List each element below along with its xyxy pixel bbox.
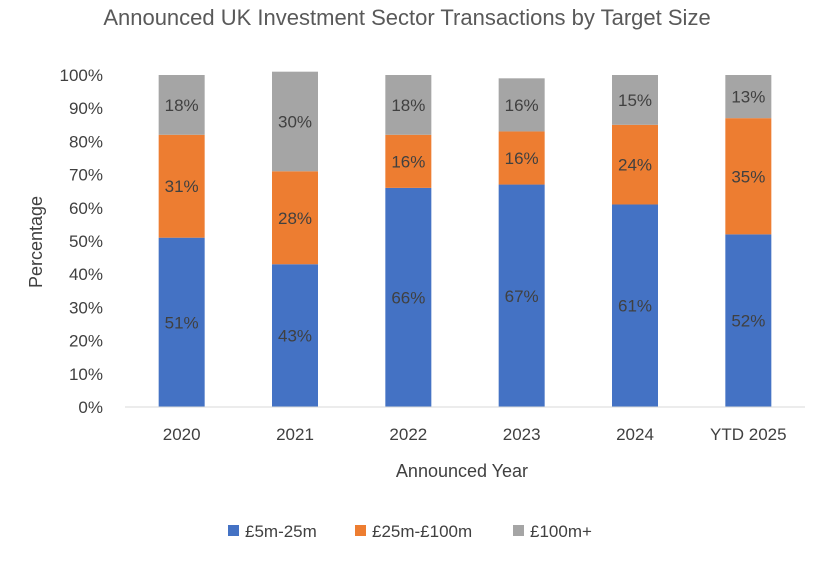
y-axis-title: Percentage xyxy=(26,196,46,288)
bar-segment xyxy=(498,78,545,132)
y-axis-ticks: 0% 10% 20% 30% 40% 50% 60% 70% 80% 90% 100% xyxy=(60,66,103,417)
y-tick-label: 80% xyxy=(69,132,103,151)
bar-segment xyxy=(158,237,205,407)
data-label: 16% xyxy=(505,149,539,168)
data-label: 61% xyxy=(618,297,652,316)
data-label: 16% xyxy=(505,96,539,115)
data-label: 66% xyxy=(391,288,425,307)
data-label: 18% xyxy=(165,96,199,115)
x-axis-title: Announced Year xyxy=(396,461,528,481)
data-label: 15% xyxy=(618,91,652,110)
bar-segment xyxy=(272,171,318,265)
chart-title: Announced UK Investment Sector Transacti… xyxy=(103,5,710,30)
bar-segment xyxy=(385,187,432,407)
legend-swatch xyxy=(228,525,239,536)
y-tick-label: 20% xyxy=(69,332,103,351)
y-tick-label: 60% xyxy=(69,199,103,218)
bar-segment xyxy=(725,75,772,119)
x-tick-label: 2022 xyxy=(389,425,427,444)
data-label: 35% xyxy=(731,167,765,186)
data-label: 67% xyxy=(505,287,539,306)
y-tick-label: 10% xyxy=(69,365,103,384)
data-label: 24% xyxy=(618,156,652,175)
bar-segment xyxy=(725,234,772,407)
data-label: 31% xyxy=(165,177,199,196)
legend: £5m-25m £25m-£100m £100m+ xyxy=(228,522,592,541)
legend-label: £5m-25m xyxy=(245,522,317,541)
data-label: 16% xyxy=(391,152,425,171)
legend-label: £25m-£100m xyxy=(372,522,472,541)
y-tick-label: 40% xyxy=(69,265,103,284)
bar-segment xyxy=(612,204,658,407)
x-axis-ticks: 2020 2021 2022 2023 2024 YTD 2025 xyxy=(163,425,787,444)
data-label: 52% xyxy=(731,312,765,331)
bar-segment xyxy=(272,264,318,407)
y-tick-label: 90% xyxy=(69,99,103,118)
y-tick-label: 0% xyxy=(78,398,103,417)
data-label: 30% xyxy=(278,112,312,131)
data-label: 13% xyxy=(731,88,765,107)
y-tick-label: 100% xyxy=(60,66,103,85)
bar-segment xyxy=(612,75,658,125)
bar-segment xyxy=(725,118,772,235)
bar-segment xyxy=(498,131,545,185)
x-tick-label: YTD 2025 xyxy=(710,425,787,444)
bar-segment xyxy=(498,184,545,407)
bar-segment xyxy=(385,134,432,188)
y-tick-label: 30% xyxy=(69,298,103,317)
bar-segment xyxy=(385,75,432,135)
bar-segment xyxy=(612,124,658,205)
legend-swatch xyxy=(513,525,524,536)
data-label: 18% xyxy=(391,96,425,115)
bars: 51% 31% 18% 43% 28% 30% 66% 16% 18% 67% 16% 16% 61% 2… xyxy=(158,71,772,407)
data-label: 51% xyxy=(165,313,199,332)
x-tick-label: 2021 xyxy=(276,425,314,444)
x-tick-label: 2020 xyxy=(163,425,201,444)
data-label: 28% xyxy=(278,209,312,228)
legend-label: £100m+ xyxy=(530,522,592,541)
y-tick-label: 50% xyxy=(69,232,103,251)
bar-segment xyxy=(272,71,318,172)
bar-segment xyxy=(158,134,205,238)
legend-swatch xyxy=(355,525,366,536)
y-tick-label: 70% xyxy=(69,166,103,185)
bar-segment xyxy=(158,75,205,135)
x-tick-label: 2023 xyxy=(503,425,541,444)
data-label: 43% xyxy=(278,327,312,346)
x-tick-label: 2024 xyxy=(616,425,654,444)
